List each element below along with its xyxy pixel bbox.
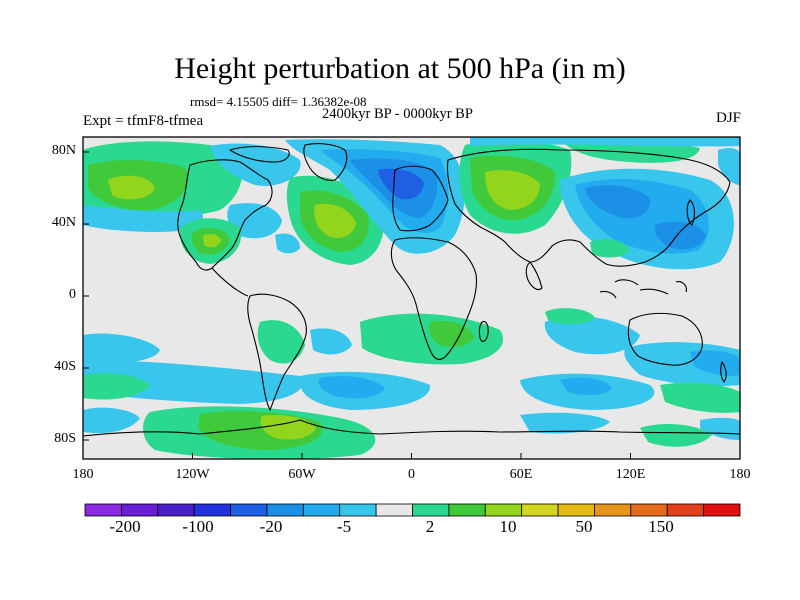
- anomaly-negative-sh-ocean-east-core: [560, 377, 612, 396]
- coastlines: [83, 143, 740, 437]
- anomaly-positive-natl-peak: [314, 203, 356, 238]
- anomaly-positive-sh-ocean-far-east: [660, 382, 740, 413]
- coast-se-asia-islands: [599, 279, 687, 299]
- anomaly-positive-sh-pacific-pos: [83, 373, 150, 400]
- x-tick-label: 120W: [175, 467, 210, 482]
- coast-africa: [390, 237, 478, 360]
- colorbar-swatch: [703, 503, 741, 517]
- colorbar-swatch: [521, 503, 559, 517]
- anomaly-negative-australia-core: [690, 350, 740, 376]
- y-tick-label: 0: [69, 287, 76, 302]
- anomaly-negative-nw-america: [210, 143, 301, 186]
- anomaly-positive-east-pac: [545, 308, 595, 325]
- colorbar-label: -200: [109, 517, 141, 536]
- colorbar-label: 10: [499, 517, 517, 536]
- coast-europe: [392, 165, 449, 232]
- anomaly-negative-east-asia-core2: [654, 221, 706, 250]
- anomaly-negative-antarctic-w: [83, 407, 140, 434]
- anomaly-positive-indian: [590, 239, 630, 258]
- anomaly-negative-arctic-strip: [470, 137, 740, 147]
- colorbar-label: -20: [259, 517, 283, 536]
- coast-central-america: [211, 267, 249, 297]
- period-label: 2400kyr BP - 0000kyr BP: [322, 106, 473, 122]
- colorbar-swatch: [193, 503, 231, 517]
- anomaly-positive-asia-peak: [485, 170, 540, 210]
- colorbar-swatch: [266, 503, 304, 517]
- colorbar-label: 50: [575, 517, 593, 536]
- colorbar: [84, 503, 741, 517]
- map-plot-area: [83, 137, 740, 459]
- anomaly-negative-antarctic-e: [520, 412, 610, 434]
- anomaly-negative-east-asia-core: [585, 185, 651, 219]
- anomaly-negative-mid-atlantic: [275, 233, 300, 254]
- anomaly-positive-npac-peak: [108, 175, 155, 200]
- y-tick-label: 40S: [54, 359, 76, 374]
- axis-ticks: [82, 151, 741, 459]
- colorbar-label: -100: [182, 517, 214, 536]
- anomaly-negative-far-east: [718, 147, 740, 185]
- chart-title: Height perturbation at 500 hPa (in m): [174, 52, 626, 85]
- coast-madagascar: [478, 321, 489, 343]
- x-tick-label: 60E: [509, 467, 533, 482]
- coast-australia: [627, 312, 703, 366]
- colorbar-swatch: [230, 503, 268, 517]
- coast-north-america: [177, 159, 273, 271]
- stats-line: rmsd= 4.15505 diff= 1.36382e-08: [190, 94, 367, 109]
- y-tick-label: 80S: [54, 431, 76, 446]
- colorbar-swatch: [339, 503, 377, 517]
- y-tick-label: 80N: [51, 143, 76, 158]
- colorbar-label: -5: [336, 517, 352, 536]
- anomaly-fields: [83, 137, 740, 459]
- anomaly-positive-s-america: [257, 320, 305, 364]
- colorbar-swatch: [666, 503, 705, 517]
- x-tick-label: 60W: [288, 467, 316, 482]
- colorbar-label: 2: [425, 517, 435, 536]
- x-tick-label: 120E: [615, 467, 646, 482]
- experiment-label: Expt = tfmF8-tfmea: [83, 113, 204, 129]
- colorbar-swatch: [484, 503, 523, 517]
- anomaly-negative-indian-ocean: [544, 316, 640, 355]
- colorbar-swatch: [120, 503, 159, 517]
- coast-canadian-arctic: [229, 146, 290, 163]
- coast-india: [525, 261, 543, 291]
- colorbar-swatch: [630, 503, 668, 517]
- anomaly-positive-s-atlantic: [360, 313, 504, 365]
- coast-asia: [446, 148, 731, 267]
- coast-greenland: [303, 143, 348, 181]
- x-tick-label: 180: [72, 467, 94, 482]
- colorbar-swatch: [594, 503, 632, 517]
- colorbar-swatch: [557, 503, 595, 517]
- anomaly-positive-na-peak: [203, 234, 221, 248]
- x-tick-label: 0: [408, 467, 415, 482]
- colorbar-swatch: [84, 503, 122, 517]
- colorbar-swatch: [302, 503, 341, 517]
- anomaly-negative-antarctic-far-e: [700, 417, 740, 440]
- anomaly-negative-sh-atlantic-w: [310, 328, 352, 355]
- anomaly-negative-pacific-band: [83, 205, 204, 232]
- coast-japan: [686, 199, 695, 226]
- season-label: DJF: [715, 110, 741, 126]
- coast-antarctica: [83, 419, 740, 437]
- colorbar-swatch: [448, 503, 486, 517]
- colorbar-swatch: [375, 503, 413, 517]
- y-tick-label: 40N: [51, 215, 76, 230]
- x-tick-label: 180: [729, 467, 751, 482]
- colorbar-label: 150: [648, 517, 674, 536]
- coast-south-america: [247, 293, 307, 411]
- coast-new-zealand: [720, 361, 727, 383]
- colorbar-swatch: [412, 503, 450, 517]
- anomaly-negative-sh-atlantic-mid-core: [318, 376, 385, 399]
- anomaly-positive-antarctic-far-e: [640, 424, 712, 447]
- anomaly-negative-sh-pacific-w: [83, 333, 160, 364]
- anomaly-negative-europe-peak: [378, 168, 424, 200]
- colorbar-swatch: [157, 503, 195, 517]
